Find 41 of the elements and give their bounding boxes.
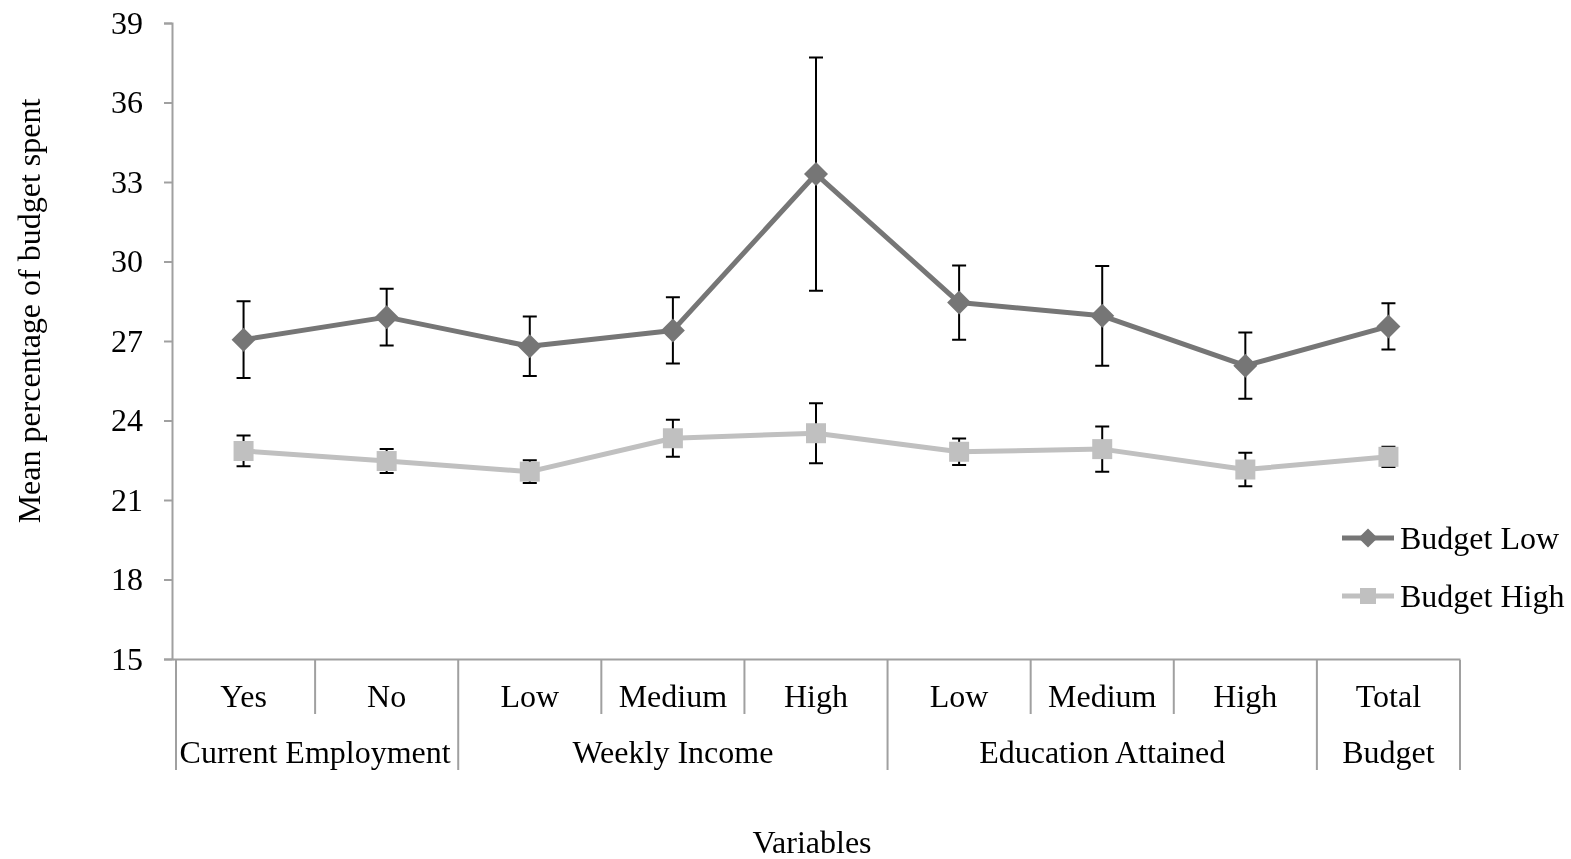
y-tick-label: 18 — [111, 561, 143, 598]
text: Budget — [1342, 734, 1435, 770]
legend-label: Budget High — [1400, 578, 1565, 614]
x-tick-label: Total — [1355, 678, 1422, 714]
point — [1376, 314, 1401, 339]
point — [804, 162, 828, 187]
x-axis-title: Variables — [752, 824, 872, 859]
point — [947, 290, 972, 315]
y-tick-label: 36 — [111, 84, 143, 121]
x-tick-label: Yes — [220, 678, 267, 714]
point — [1092, 439, 1113, 460]
y-tick-label: 15 — [111, 640, 143, 677]
y-tick-label: 33 — [111, 163, 143, 200]
x-tick-label: Medium — [618, 678, 728, 714]
x-tick-label: Low — [500, 678, 560, 714]
text: Current Employment — [179, 734, 451, 770]
x-tick-label: Low — [929, 678, 989, 714]
point — [1090, 303, 1115, 328]
text: Weekly Income — [572, 734, 774, 770]
x-tick-label: Medium — [1048, 678, 1157, 714]
x-tick-label: No — [367, 678, 407, 714]
legend-label: Budget Low — [1400, 520, 1560, 556]
x-tick-label: High — [1213, 678, 1278, 714]
y-axis-title: Mean percentage of budget spent — [11, 98, 47, 524]
y-tick-label: 30 — [111, 243, 143, 280]
point — [662, 428, 683, 449]
y-tick-label: 27 — [111, 322, 143, 359]
point — [1233, 353, 1258, 378]
point — [1235, 459, 1256, 480]
point — [660, 318, 685, 343]
point — [374, 305, 399, 330]
point — [233, 440, 254, 461]
y-tick-label: 24 — [111, 402, 143, 439]
point — [806, 423, 826, 444]
y-tick-label: 39 — [111, 4, 143, 41]
text: Education Attained — [979, 734, 1226, 770]
point — [949, 441, 970, 462]
point — [231, 327, 256, 352]
x-tick-label: High — [784, 678, 848, 714]
y-tick-label: 21 — [111, 481, 143, 518]
point — [517, 334, 542, 359]
